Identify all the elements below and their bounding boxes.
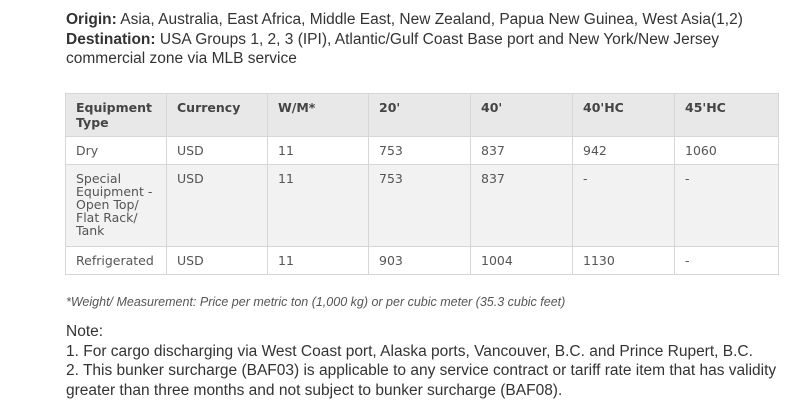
cell-currency: USD bbox=[166, 246, 268, 275]
table-row: Refrigerated USD 11 903 1004 1130 - bbox=[65, 246, 779, 275]
cell-40: 1004 bbox=[470, 246, 573, 275]
route-header: Origin: Asia, Australia, East Africa, Mi… bbox=[66, 10, 786, 69]
cell-40: 837 bbox=[470, 136, 573, 165]
column-header-equipment-type: Equipment Type bbox=[65, 93, 167, 137]
destination-label: Destination: bbox=[66, 30, 156, 48]
notes-section: Note: 1. For cargo discharging via West … bbox=[66, 322, 796, 400]
cell-equipment-type: Special Equipment - Open Top/ Flat Rack/… bbox=[65, 164, 167, 247]
cell-20: 753 bbox=[368, 136, 471, 165]
note-item: 2. This bunker surcharge (BAF03) is appl… bbox=[66, 362, 777, 399]
cell-currency: USD bbox=[166, 164, 268, 247]
cell-equipment-type: Refrigerated bbox=[65, 246, 167, 275]
origin-label: Origin: bbox=[66, 11, 117, 28]
cell-20: 753 bbox=[368, 164, 471, 247]
note-item: 1. For cargo discharging via West Coast … bbox=[66, 342, 753, 360]
column-header-wm: W/M* bbox=[267, 93, 369, 137]
cell-45hc: - bbox=[674, 246, 779, 275]
cell-currency: USD bbox=[166, 136, 268, 165]
cell-40hc: - bbox=[572, 164, 675, 247]
cell-40hc: 942 bbox=[572, 136, 675, 165]
column-header-45hc: 45'HC bbox=[674, 93, 779, 137]
column-header-40hc: 40'HC bbox=[572, 93, 675, 137]
cell-wm: 11 bbox=[267, 246, 369, 275]
notes-title: Note: bbox=[66, 323, 104, 340]
origin-value: Asia, Australia, East Africa, Middle Eas… bbox=[116, 11, 743, 28]
cell-wm: 11 bbox=[267, 164, 369, 247]
cell-20: 903 bbox=[368, 246, 471, 275]
cell-40hc: 1130 bbox=[572, 246, 675, 275]
column-header-40: 40' bbox=[470, 93, 573, 137]
origin-line: Origin: Asia, Australia, East Africa, Mi… bbox=[66, 10, 786, 30]
column-header-20: 20' bbox=[368, 93, 471, 137]
rate-table: Equipment Type Currency W/M* 20' 40' 40'… bbox=[65, 93, 779, 275]
table-row: Special Equipment - Open Top/ Flat Rack/… bbox=[65, 164, 779, 247]
weight-measurement-footnote: *Weight/ Measurement: Price per metric t… bbox=[66, 295, 566, 309]
cell-wm: 11 bbox=[267, 136, 369, 165]
table-header-row: Equipment Type Currency W/M* 20' 40' 40'… bbox=[65, 93, 779, 137]
table-row: Dry USD 11 753 837 942 1060 bbox=[65, 136, 779, 165]
column-header-currency: Currency bbox=[166, 93, 268, 137]
destination-line: Destination: USA Groups 1, 2, 3 (IPI), A… bbox=[66, 30, 786, 69]
cell-45hc: - bbox=[674, 164, 779, 247]
cell-equipment-type: Dry bbox=[65, 136, 167, 165]
cell-40: 837 bbox=[470, 164, 573, 247]
destination-value: USA Groups 1, 2, 3 (IPI), Atlantic/Gulf … bbox=[66, 30, 719, 68]
cell-45hc: 1060 bbox=[674, 136, 779, 165]
